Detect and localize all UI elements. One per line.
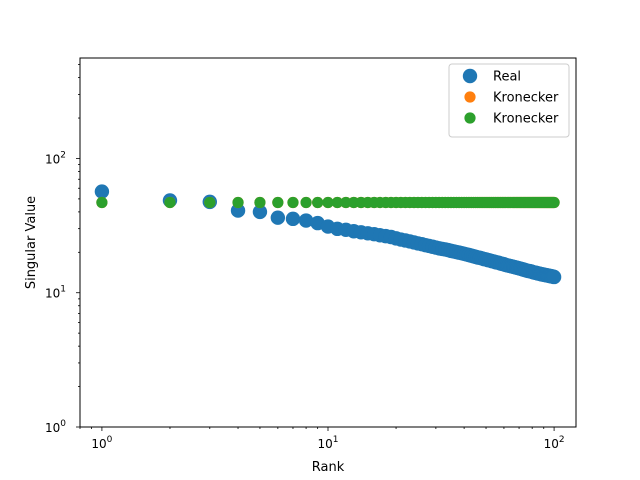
data-point bbox=[300, 196, 312, 209]
data-point bbox=[164, 196, 176, 209]
data-point bbox=[340, 196, 352, 209]
data-point bbox=[285, 211, 301, 227]
x-tick-label: 100 bbox=[91, 435, 112, 451]
data-point bbox=[287, 196, 299, 209]
x-tick-label: 102 bbox=[544, 435, 565, 451]
legend-marker bbox=[462, 68, 478, 84]
data-point bbox=[322, 196, 334, 209]
legend-marker bbox=[464, 112, 476, 124]
data-point bbox=[546, 269, 562, 285]
data-point bbox=[331, 196, 343, 209]
data-point bbox=[230, 203, 246, 218]
data-point bbox=[254, 196, 266, 209]
major-ticks: 100 101 102 100 101 102 bbox=[45, 150, 565, 451]
legend-label: Real bbox=[493, 70, 521, 85]
data-point bbox=[298, 213, 314, 228]
y-tick-label: 100 bbox=[45, 419, 66, 435]
x-tick-label: 101 bbox=[317, 435, 338, 451]
data-point bbox=[270, 210, 286, 225]
x-axis-label: Rank bbox=[312, 460, 345, 475]
data-point bbox=[548, 196, 560, 209]
data-points bbox=[94, 184, 562, 285]
axes-frame bbox=[79, 57, 577, 428]
legend-label: Kronecker bbox=[493, 91, 559, 106]
legend-marker bbox=[464, 91, 476, 103]
data-point bbox=[96, 196, 108, 209]
series-1 bbox=[94, 184, 562, 285]
data-point bbox=[204, 196, 216, 209]
series-3 bbox=[96, 196, 560, 209]
legend-box bbox=[448, 63, 570, 138]
data-point bbox=[312, 196, 324, 209]
legend: Real Kronecker Kronecker bbox=[448, 63, 570, 138]
y-tick-label: 101 bbox=[45, 285, 66, 301]
data-point bbox=[94, 184, 110, 199]
y-axis-label: Singular Value bbox=[24, 196, 39, 289]
data-point bbox=[232, 196, 244, 209]
legend-label: Kronecker bbox=[493, 112, 559, 127]
y-tick-label: 102 bbox=[45, 150, 66, 166]
data-point bbox=[252, 204, 268, 220]
data-point bbox=[272, 196, 284, 209]
